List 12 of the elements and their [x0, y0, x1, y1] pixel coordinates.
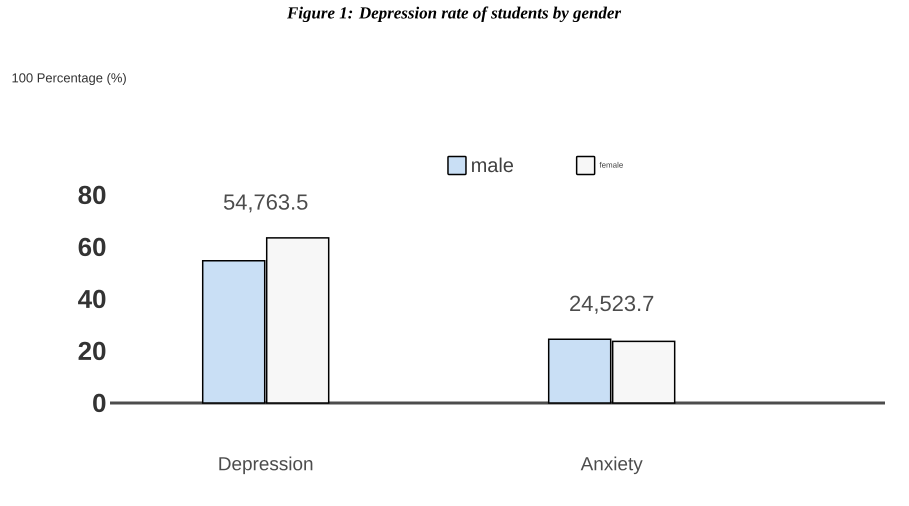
annotation: 24,523.7 [570, 296, 654, 314]
chart-title: Figure 1: Depression rate of students by gender [286, 6, 622, 22]
legend-label: male [472, 158, 513, 172]
y-tick-label: 40 [78, 290, 106, 308]
y-tick-label: 60 [78, 238, 106, 256]
y-tick-label: 20 [78, 342, 106, 360]
x-tick-label: Depression [219, 456, 312, 474]
y-tick-label: 80 [78, 186, 106, 204]
text: 100 Percentage (%) [12, 72, 126, 86]
annotation: 54,763.5 [224, 194, 308, 212]
y-tick-label: 0 [93, 394, 106, 412]
x-tick-label: Anxiety [580, 456, 643, 474]
